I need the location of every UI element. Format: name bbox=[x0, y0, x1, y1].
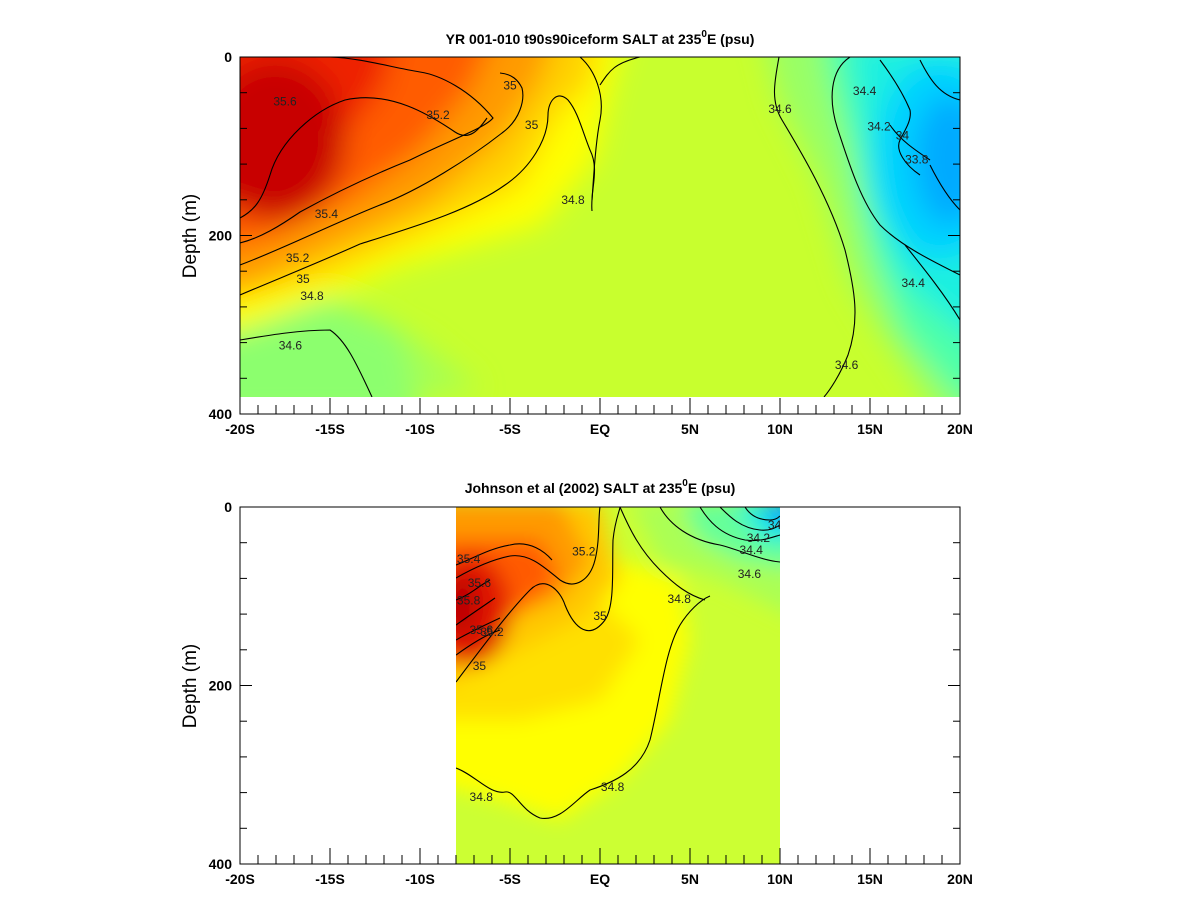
panel-johnson-salt: Johnson et al (2002) SALT at 2350E (psu)… bbox=[180, 478, 973, 887]
contour-label: 34.8 bbox=[561, 193, 585, 207]
x-tick-label: 15N bbox=[857, 871, 883, 887]
panel-title: YR 001-010 t90s90iceform SALT at 2350E (… bbox=[446, 29, 755, 47]
contour-label: 34.4 bbox=[853, 84, 877, 98]
x-tick-label: -10S bbox=[405, 421, 435, 437]
y-tick-label: 200 bbox=[209, 228, 233, 244]
panel-model-salt: YR 001-010 t90s90iceform SALT at 2350E (… bbox=[180, 29, 973, 437]
contour-lines bbox=[240, 57, 960, 397]
x-tick-label: -10S bbox=[405, 871, 435, 887]
axes: -20S -15S -10S -5S EQ 5N 10N 15N 20N 0 200 400 bbox=[209, 49, 973, 437]
x-tick-label: -15S bbox=[315, 871, 345, 887]
contour-label: 35 bbox=[593, 609, 607, 623]
contour-lines bbox=[456, 507, 780, 819]
contour-label: 35.6 bbox=[468, 576, 492, 590]
contour-label: 35.6 bbox=[470, 623, 494, 637]
contour-label: 35.2 bbox=[480, 625, 504, 639]
x-tick-label: 15N bbox=[857, 421, 883, 437]
contour-label: 35.2 bbox=[286, 251, 310, 265]
contour-label: 34.4 bbox=[740, 543, 764, 557]
salinity-field: 35.435.235.635.835.635.2353534.834.834.8… bbox=[456, 507, 782, 864]
contour-label: 34.8 bbox=[300, 289, 324, 303]
contour-label: 35 bbox=[473, 659, 487, 673]
contour-label: 35 bbox=[503, 79, 517, 93]
contour-label: 35.4 bbox=[457, 552, 481, 566]
x-tick-label: 10N bbox=[767, 871, 793, 887]
x-tick-label: -20S bbox=[225, 421, 255, 437]
y-tick-label: 200 bbox=[209, 678, 233, 694]
x-tick-label: -15S bbox=[315, 421, 345, 437]
x-tick-label: 5N bbox=[681, 871, 699, 887]
y-tick-label: 0 bbox=[224, 499, 232, 515]
x-tick-label: -20S bbox=[225, 871, 255, 887]
contour-label: 34.6 bbox=[279, 338, 303, 352]
salinity-field: 35.6 35.4 35.2 35.2 35 35 35 34.8 34.8 34.6 34.6 34… bbox=[240, 57, 960, 397]
contour-label: 35.2 bbox=[572, 545, 596, 559]
panel-title: Johnson et al (2002) SALT at 2350E (psu) bbox=[465, 478, 736, 496]
contour-labels: 35.6 35.4 35.2 35.2 35 35 35 34.8 34.8 34.6 34.6 34… bbox=[273, 79, 928, 372]
axes: -20S -15S -10S -5S EQ 5N 10N 15N 20N 0 200 400 bbox=[209, 499, 973, 887]
contour-label: 35 bbox=[296, 272, 310, 286]
contour-label: 33.8 bbox=[905, 153, 929, 167]
contour-label: 35.4 bbox=[315, 207, 339, 221]
y-axis-label: Depth (m) bbox=[180, 194, 201, 278]
contour-label: 34.8 bbox=[470, 790, 494, 804]
contour-label: 35.2 bbox=[426, 108, 450, 122]
x-tick-label: EQ bbox=[590, 421, 610, 437]
y-tick-label: 400 bbox=[209, 856, 233, 872]
x-tick-label: -5S bbox=[499, 871, 521, 887]
x-tick-label: -5S bbox=[499, 421, 521, 437]
x-tick-label: 20N bbox=[947, 871, 973, 887]
x-tick-label: 20N bbox=[947, 421, 973, 437]
contour-label: 34.4 bbox=[902, 276, 926, 290]
y-axis-label: Depth (m) bbox=[180, 644, 201, 728]
contour-label: 34.2 bbox=[867, 120, 891, 134]
contour-label: 34.6 bbox=[768, 102, 792, 116]
contour-label: 35.6 bbox=[273, 95, 297, 109]
contour-label: 34.8 bbox=[668, 592, 692, 606]
contour-label: 35 bbox=[525, 118, 539, 132]
contour-labels: 35.435.235.635.835.635.2353534.834.834.8… bbox=[457, 518, 782, 804]
contour-label: 34.2 bbox=[747, 531, 771, 545]
contour-label: 34 bbox=[896, 129, 910, 143]
contour-label: 34 bbox=[768, 518, 782, 532]
contour-label: 34.8 bbox=[601, 780, 625, 794]
x-tick-label: 10N bbox=[767, 421, 793, 437]
contour-label: 35.8 bbox=[457, 594, 481, 608]
contour-label: 34.6 bbox=[738, 567, 762, 581]
x-tick-label: 5N bbox=[681, 421, 699, 437]
x-tick-label: EQ bbox=[590, 871, 610, 887]
contour-label: 34.6 bbox=[835, 358, 859, 372]
y-tick-label: 0 bbox=[224, 49, 232, 65]
y-tick-label: 400 bbox=[209, 406, 233, 422]
